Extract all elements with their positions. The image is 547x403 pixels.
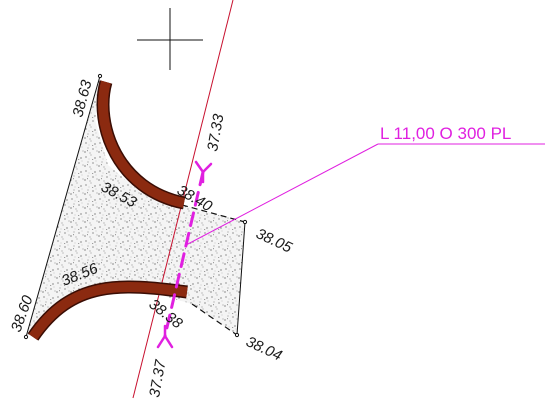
- elevation-right-top-corner: 38.05: [253, 225, 295, 257]
- paved-area-fill: [26, 76, 245, 337]
- pipe-label-leader: [185, 143, 545, 246]
- pipe-label: L 11,00 O 300 PL: [380, 124, 511, 143]
- elevation-pipe-bottom-end: 37.37: [146, 358, 169, 399]
- pipe: [156, 160, 213, 349]
- elevation-right-bottom-corner: 38.04: [243, 333, 284, 364]
- elevation-pipe-top-end: 37.33: [204, 112, 227, 153]
- crosshair-marker: [137, 8, 203, 70]
- survey-points: [23, 73, 248, 340]
